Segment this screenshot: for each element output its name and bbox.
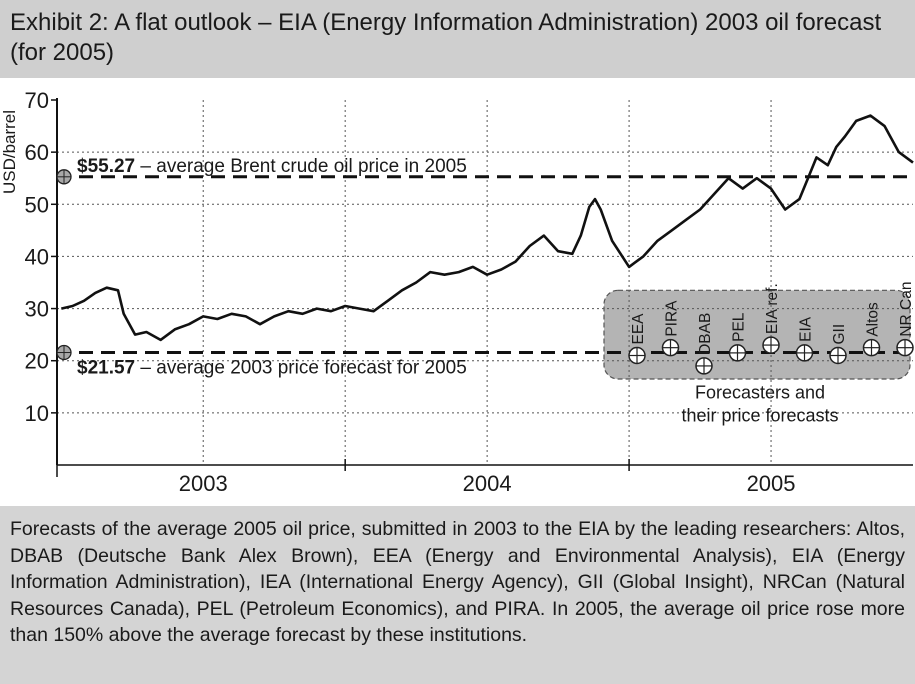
y-axis-label: USD/barrel [0, 110, 19, 194]
y-tick-label: 20 [25, 349, 49, 374]
x-category-label: 2003 [179, 471, 228, 496]
reference-value: $55.27 [77, 156, 135, 177]
y-tick-label: 30 [25, 297, 49, 322]
y-tick-label: 40 [25, 244, 49, 269]
forecast-label: DBAB [697, 313, 714, 355]
reference-label: – average Brent crude oil price in 2005 [135, 156, 467, 177]
forecast-label: EIA ref. [764, 283, 781, 334]
oil-price-chart: 10 20 30 40 50 60 70 2003 2004 2005 USD/barrel $55.… [0, 78, 915, 506]
reference-annotation: $55.27 – average Brent crude oil price i… [77, 156, 467, 177]
forecast-label: GII [831, 324, 848, 345]
forecast-box-caption: Forecasters and [695, 382, 825, 402]
forecast-label: Altos [865, 302, 882, 337]
x-category-label: 2004 [463, 471, 512, 496]
reference-value: $21.57 [77, 358, 135, 379]
y-tick-label: 10 [25, 401, 49, 426]
x-category-label: 2005 [747, 471, 796, 496]
forecast-label: PEL [731, 312, 748, 342]
forecast-box-caption: their price forecasts [681, 405, 838, 425]
chart-title: Exhibit 2: A flat outlook – EIA (Energy … [0, 0, 915, 78]
y-tick-label: 50 [25, 192, 49, 217]
chart-caption: Forecasts of the average 2005 oil price,… [0, 506, 915, 684]
forecast-label: NR Can [898, 282, 915, 337]
reference-label: – average 2003 price forecast for 2005 [135, 358, 467, 379]
y-tick-label: 60 [25, 140, 49, 165]
reference-annotation: $21.57 – average 2003 price forecast for… [77, 358, 467, 379]
forecast-label: EEA [630, 313, 647, 345]
y-tick-label: 70 [25, 88, 49, 113]
price-series-line [61, 114, 914, 342]
forecast-label: EIA [798, 316, 815, 342]
forecast-label: PIRA [664, 300, 681, 337]
